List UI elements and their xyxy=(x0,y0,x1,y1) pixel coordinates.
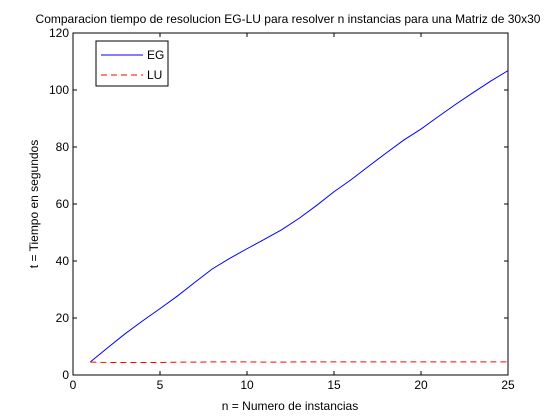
x-tick-label: 5 xyxy=(157,378,164,392)
y-tick-label: 80 xyxy=(56,140,70,154)
plot-area xyxy=(72,32,509,376)
y-tick-label: 0 xyxy=(62,368,69,382)
y-tick-label: 20 xyxy=(56,311,70,325)
x-tick-label: 15 xyxy=(327,378,341,392)
series-layer xyxy=(90,70,509,363)
y-tick-label: 40 xyxy=(56,254,70,268)
legend-label-eg: EG xyxy=(147,48,164,62)
chart-title: Comparacion tiempo de resolucion EG-LU p… xyxy=(36,12,541,26)
x-tick-label: 0 xyxy=(70,378,77,392)
y-tick-label: 120 xyxy=(49,26,69,40)
series-line-eg xyxy=(90,70,509,363)
legend-box xyxy=(95,40,169,87)
legend-label-lu: LU xyxy=(147,68,162,82)
y-tick-label: 60 xyxy=(56,197,70,211)
y-tick-label: 100 xyxy=(49,83,69,97)
ticks-layer: 0 5 10 15 20 25 0 20 40 60 80 100 120 xyxy=(49,26,515,392)
x-tick-label: 25 xyxy=(501,378,515,392)
y-axis-label: t = Tiempo en segundos xyxy=(27,140,41,268)
x-axis-label: n = Numero de instancias xyxy=(222,399,358,413)
x-tick-label: 20 xyxy=(414,378,428,392)
legend: EG LU xyxy=(95,40,169,87)
x-tick-label: 10 xyxy=(240,378,254,392)
